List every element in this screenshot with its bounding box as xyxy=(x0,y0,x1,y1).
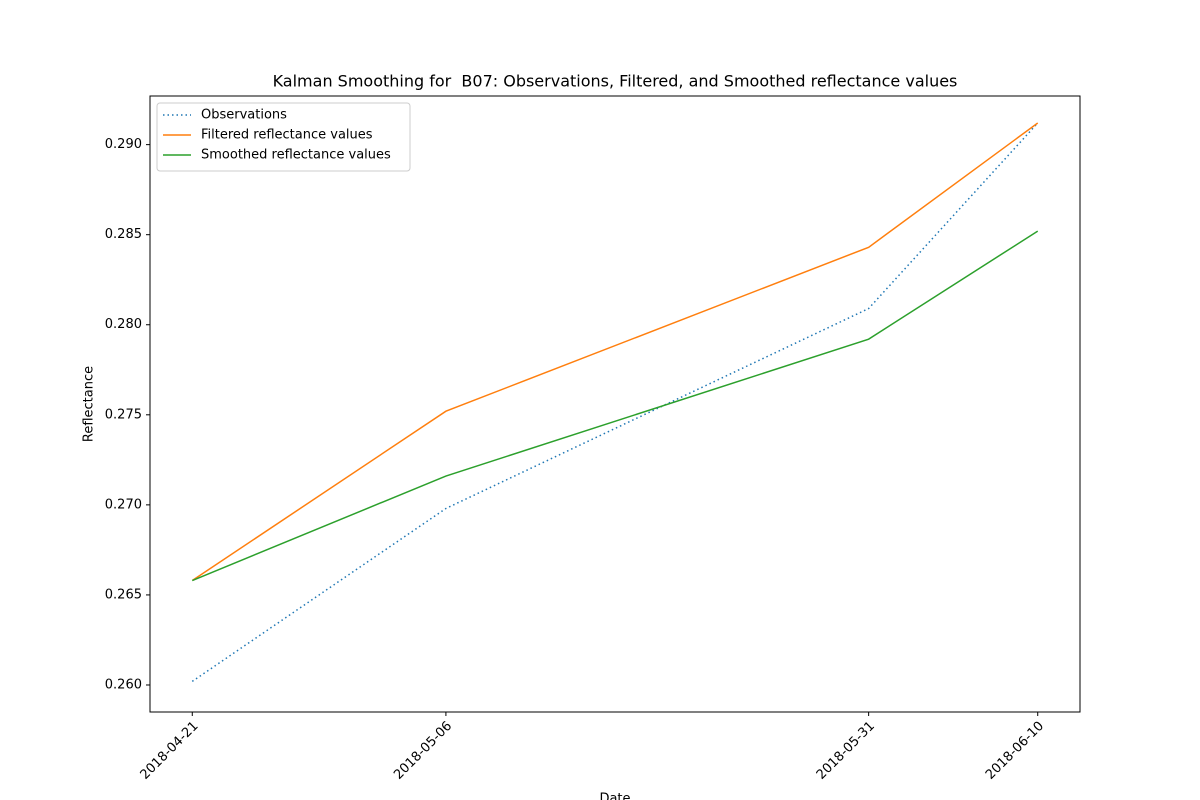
x-tick-label: 2018-04-21 xyxy=(138,719,202,783)
chart-title: Kalman Smoothing for B07: Observations, … xyxy=(273,72,958,91)
series-line xyxy=(191,122,1039,682)
legend-label: Smoothed reflectance values xyxy=(201,148,391,163)
y-tick-label: 0.275 xyxy=(105,407,142,422)
x-tick-label: 2018-06-10 xyxy=(983,719,1047,783)
x-axis-label: Date xyxy=(599,792,630,800)
x-tick-label: 2018-05-06 xyxy=(391,719,455,783)
y-tick-label: 0.280 xyxy=(105,317,142,332)
y-axis-label: Reflectance xyxy=(82,366,97,442)
y-tick-label: 0.270 xyxy=(105,497,142,512)
y-tick-label: 0.260 xyxy=(105,677,142,692)
plot-frame xyxy=(149,95,1081,713)
y-tick-label: 0.285 xyxy=(105,227,142,242)
legend-label: Filtered reflectance values xyxy=(201,128,373,143)
y-tick-label: 0.265 xyxy=(105,587,142,602)
x-tick-label: 2018-05-31 xyxy=(814,719,878,783)
series-line xyxy=(191,230,1039,582)
legend-box xyxy=(156,102,411,172)
series-line xyxy=(191,122,1039,582)
y-tick-label: 0.290 xyxy=(105,137,142,152)
legend-label: Observations xyxy=(201,108,287,123)
legend: Observations Filtered reflectance values S… xyxy=(156,102,411,172)
